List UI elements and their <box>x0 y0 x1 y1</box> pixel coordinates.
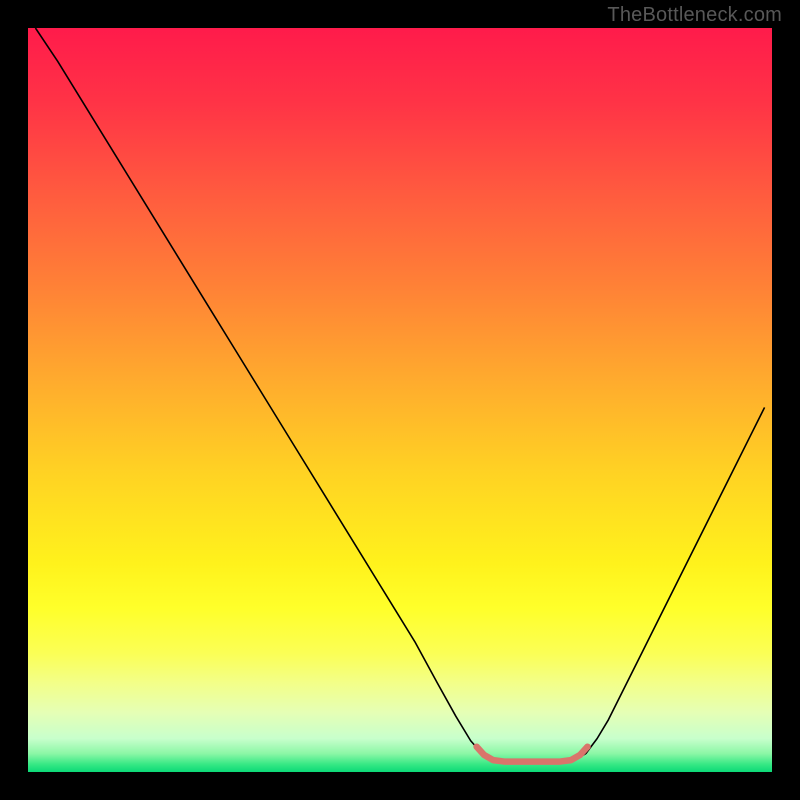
gradient-background <box>28 28 772 772</box>
plot-area <box>28 28 772 772</box>
chart-frame: TheBottleneck.com <box>0 0 800 800</box>
watermark-text: TheBottleneck.com <box>607 4 782 27</box>
bottleneck-curve-chart <box>28 28 772 772</box>
